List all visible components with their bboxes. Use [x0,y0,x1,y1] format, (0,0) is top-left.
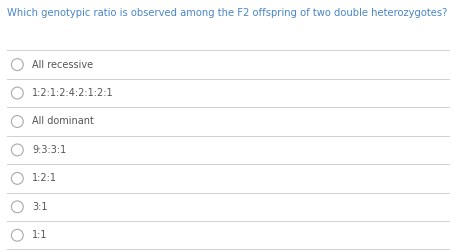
Text: 1:1: 1:1 [32,230,47,240]
Text: 3:1: 3:1 [32,202,47,212]
Text: 9:3:3:1: 9:3:3:1 [32,145,66,155]
Text: Which genotypic ratio is observed among the F2 offspring of two double heterozyg: Which genotypic ratio is observed among … [7,8,446,18]
Text: 1:2:1: 1:2:1 [32,173,57,183]
Text: All dominant: All dominant [32,116,94,127]
Text: All recessive: All recessive [32,60,93,70]
Text: 1:2:1:2:4:2:1:2:1: 1:2:1:2:4:2:1:2:1 [32,88,113,98]
